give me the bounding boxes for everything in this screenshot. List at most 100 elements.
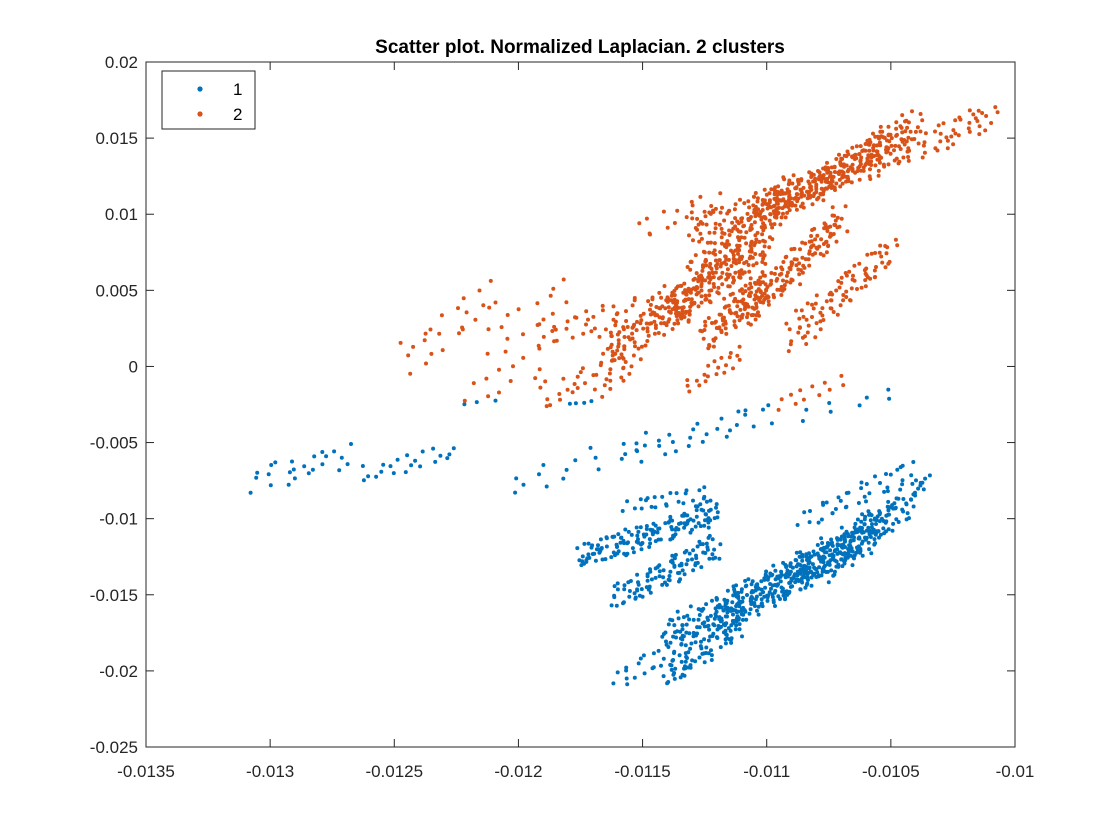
data-point-series-1 <box>734 604 739 609</box>
data-point-series-2 <box>485 351 490 356</box>
data-point-series-2 <box>798 268 803 273</box>
data-point-series-2 <box>760 232 765 237</box>
data-point-series-1 <box>656 537 661 542</box>
data-point-series-2 <box>748 294 752 299</box>
data-point-series-1 <box>788 561 793 566</box>
data-point-series-1 <box>717 556 722 561</box>
data-point-series-1 <box>697 613 702 617</box>
data-point-series-2 <box>722 305 727 310</box>
data-point-series-2 <box>790 181 795 186</box>
data-point-series-2 <box>636 346 641 351</box>
data-point-series-2 <box>616 341 621 346</box>
x-axis: -0.0135 -0.013 -0.0125 -0.012 -0.0115 -0.011-… <box>117 62 1034 781</box>
data-point-series-1 <box>838 550 843 555</box>
data-point-series-2 <box>889 136 894 141</box>
data-point-series-2 <box>763 261 768 266</box>
x-tick-label: -0.011 <box>743 762 790 781</box>
y-tick-label: 0 <box>129 357 138 376</box>
data-point-series-1 <box>627 594 632 599</box>
data-point-series-2 <box>857 261 862 266</box>
data-point-series-1 <box>661 674 666 679</box>
y-tick-label: 0.015 <box>95 129 138 148</box>
data-point-series-2 <box>665 225 670 230</box>
data-point-series-2 <box>692 301 697 306</box>
data-point-series-2 <box>799 192 804 197</box>
data-point-series-1 <box>598 537 603 542</box>
data-point-series-2 <box>742 223 746 228</box>
data-point-series-1 <box>836 562 841 567</box>
data-point-series-1 <box>638 497 643 502</box>
data-point-series-1 <box>745 593 749 597</box>
data-point-series-1 <box>395 457 400 462</box>
data-point-series-1 <box>866 540 871 545</box>
data-point-series-2 <box>550 329 555 333</box>
data-point-series-2 <box>878 143 883 148</box>
data-point-series-2 <box>877 158 882 162</box>
data-point-series-1 <box>733 608 738 613</box>
data-point-series-1 <box>683 659 688 664</box>
data-point-series-1 <box>567 401 572 406</box>
data-point-series-1 <box>696 617 701 622</box>
data-point-series-2 <box>746 199 751 204</box>
data-point-series-1 <box>834 559 839 564</box>
data-point-series-1 <box>612 593 617 598</box>
data-point-series-1 <box>824 570 829 574</box>
data-point-series-2 <box>886 124 891 129</box>
data-point-series-1 <box>715 515 720 520</box>
data-point-series-2 <box>638 313 643 318</box>
data-point-series-1 <box>630 546 635 551</box>
data-point-series-2 <box>725 272 729 277</box>
data-point-series-2 <box>789 392 793 397</box>
data-point-series-2 <box>784 273 789 278</box>
data-point-series-1 <box>719 618 724 623</box>
data-point-series-2 <box>703 319 708 324</box>
data-point-series-2 <box>763 225 767 230</box>
data-point-series-2 <box>739 287 744 292</box>
data-point-series-2 <box>830 213 835 218</box>
data-point-series-2 <box>727 355 732 360</box>
data-point-series-2 <box>780 191 785 196</box>
data-point-series-2 <box>814 182 819 187</box>
data-point-series-2 <box>717 222 722 227</box>
data-point-series-1 <box>670 553 675 558</box>
data-point-series-1 <box>763 572 768 577</box>
data-point-series-1 <box>657 563 662 568</box>
data-point-series-2 <box>622 344 627 349</box>
data-point-series-2 <box>735 314 740 319</box>
data-point-series-2 <box>570 390 575 395</box>
data-point-series-1 <box>660 582 665 587</box>
data-point-series-2 <box>554 338 559 343</box>
data-point-series-1 <box>751 589 756 594</box>
data-point-series-1 <box>853 521 858 526</box>
data-point-series-2 <box>645 326 650 331</box>
data-point-series-2 <box>745 211 750 216</box>
data-point-series-1 <box>750 579 755 584</box>
data-point-series-1 <box>704 432 709 437</box>
data-point-series-2 <box>888 151 893 156</box>
data-point-series-1 <box>672 623 677 628</box>
data-point-series-1 <box>661 575 666 580</box>
data-point-series-2 <box>875 149 880 154</box>
data-point-series-1 <box>886 527 891 532</box>
data-point-series-1 <box>690 658 695 663</box>
data-point-series-2 <box>711 337 716 342</box>
data-point-series-1 <box>787 581 792 585</box>
data-point-series-1 <box>709 648 713 653</box>
data-point-series-1 <box>798 563 803 568</box>
data-point-series-1 <box>862 517 867 522</box>
data-point-series-1 <box>923 476 928 481</box>
data-point-series-2 <box>918 129 923 134</box>
data-point-series-2 <box>717 312 722 317</box>
data-point-series-2 <box>565 319 570 324</box>
data-point-series-2 <box>895 243 900 248</box>
data-point-series-2 <box>536 343 541 348</box>
data-point-series-2 <box>725 211 730 216</box>
data-point-series-2 <box>581 331 586 336</box>
data-point-series-2 <box>608 378 613 383</box>
data-point-series-2 <box>644 321 649 326</box>
data-point-series-1 <box>872 537 877 542</box>
data-point-series-1 <box>723 628 728 633</box>
data-point-series-1 <box>709 658 714 662</box>
data-point-series-2 <box>846 176 851 181</box>
data-point-series-2 <box>754 305 759 310</box>
